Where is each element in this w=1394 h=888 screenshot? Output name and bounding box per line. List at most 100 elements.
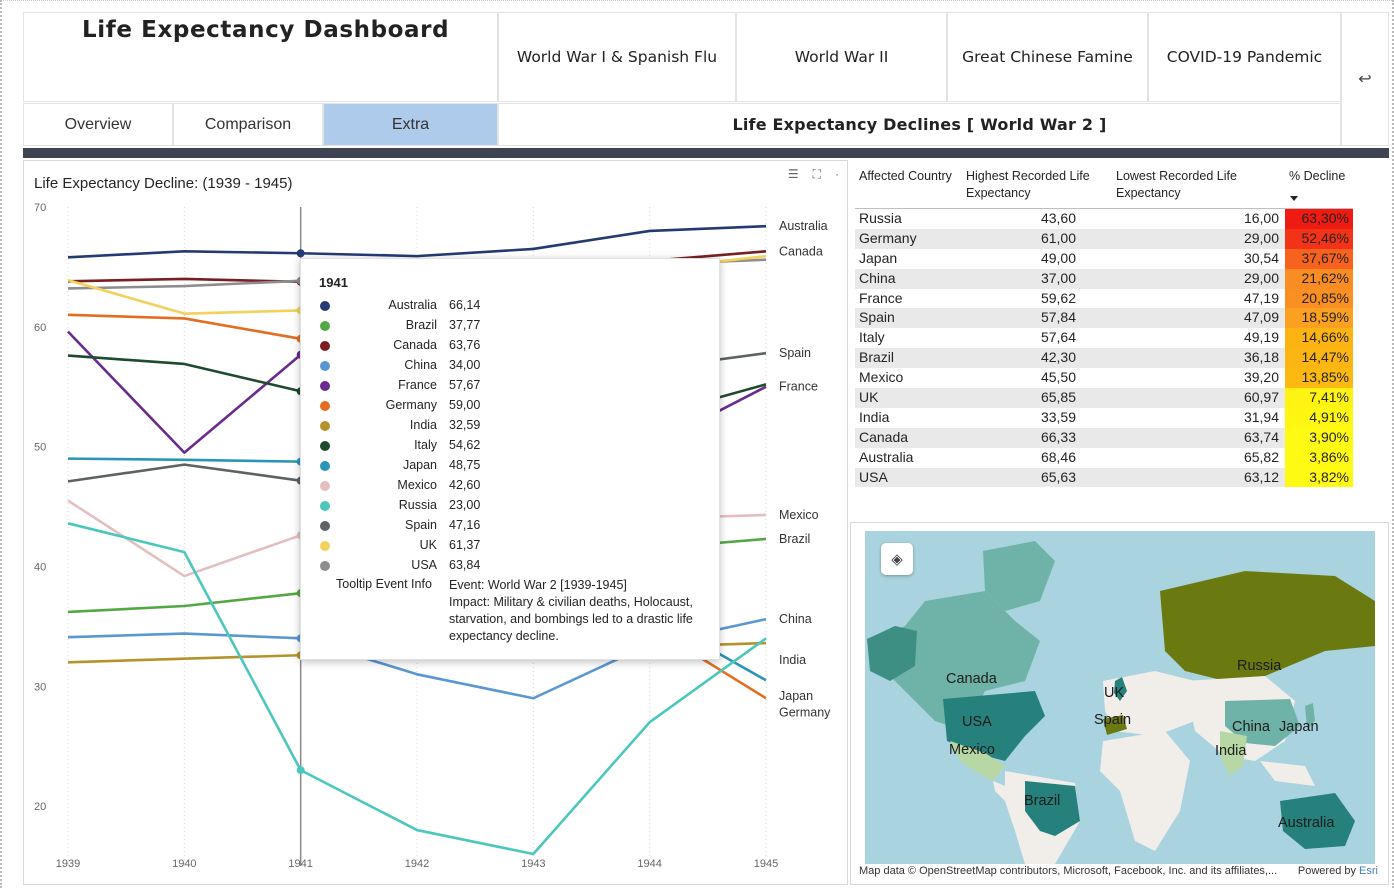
map-panel[interactable]: ◈ Canada USA Mexico Brazil UK Spain Russ…: [850, 522, 1389, 885]
header-lowest[interactable]: Lowest Recorded Life Expectancy: [1116, 169, 1237, 200]
tooltip-info-label: Tooltip Event Info: [336, 577, 432, 591]
divider-bar: [23, 148, 1389, 158]
series-dot-icon: [320, 441, 330, 451]
series-line-russia[interactable]: [67, 522, 767, 856]
end-label-france: France: [779, 380, 818, 394]
tooltip-series-name: UK: [419, 538, 437, 552]
cell-country: Japan: [859, 249, 898, 266]
cell-decline: 63,30%: [1285, 209, 1353, 229]
event-button-famine[interactable]: Great Chinese Famine: [947, 12, 1148, 102]
table-body: Russia 43,60 16,00 63,30% Germany 61,00 29,00 5…: [855, 209, 1353, 488]
spain-shape: [1103, 715, 1127, 735]
mexico-shape: [950, 741, 1005, 781]
end-label-china: China: [779, 612, 812, 626]
tooltip-row: Brazil 37,77: [301, 317, 721, 337]
cell-country: Germany: [859, 229, 917, 246]
table-row[interactable]: Spain 57,84 47,09 18,59%: [855, 308, 1353, 329]
series-line-australia[interactable]: [67, 224, 767, 259]
tooltip-series-name: Brazil: [405, 318, 437, 332]
tooltip-series-value: 63,76: [449, 338, 481, 352]
event-button-wwi[interactable]: World War I & Spanish Flu: [498, 12, 736, 102]
powered-by-prefix: Powered by: [1297, 865, 1360, 877]
tooltip-row: Russia 23,00: [301, 497, 721, 517]
chart-title: Life Expectancy Decline: (1939 - 1945): [34, 175, 293, 192]
series-dot-icon: [320, 421, 330, 431]
cell-decline: 3,90%: [1285, 427, 1353, 448]
tab-extra[interactable]: Extra: [323, 103, 498, 146]
tooltip-row: USA 63,84: [301, 557, 721, 577]
header-decline[interactable]: % Decline: [1289, 169, 1346, 183]
cell-highest: 33,59: [1040, 408, 1076, 425]
table-row[interactable]: Brazil 42,30 36,18 14,47%: [855, 348, 1353, 369]
filter-icon[interactable]: ☰: [787, 167, 799, 181]
tooltip-series-name: USA: [411, 558, 437, 572]
tooltip-series-name: China: [404, 358, 437, 372]
map-label-usa: USA: [962, 714, 992, 730]
cell-decline: 21,62%: [1285, 268, 1353, 289]
header-affected-country[interactable]: Affected Country: [859, 169, 952, 183]
event-button-covid[interactable]: COVID-19 Pandemic: [1148, 12, 1341, 102]
esri-link[interactable]: Esri: [1359, 865, 1378, 877]
map-label-brazil: Brazil: [1024, 793, 1061, 809]
table-row[interactable]: Italy 57,64 49,19 14,66%: [855, 328, 1353, 349]
hover-point-russia: [296, 766, 305, 775]
cell-decline: 37,67%: [1285, 248, 1353, 269]
tab-comparison[interactable]: Comparison: [173, 103, 323, 146]
table-row[interactable]: UK 65,85 60,97 7,41%: [855, 388, 1353, 408]
decline-table: Affected Country Highest Recorded Life E…: [850, 160, 1389, 520]
map-label-china: China: [1232, 719, 1270, 735]
series-dot-icon: [320, 521, 330, 531]
focus-mode-icon[interactable]: ⛶: [812, 167, 821, 181]
tab-overview[interactable]: Overview: [23, 103, 173, 146]
table-row[interactable]: Australia 68,46 65,82 3,86%: [855, 447, 1353, 468]
event-button-wwii[interactable]: World War II: [736, 12, 947, 102]
layers-icon: ◈: [891, 551, 903, 568]
table-row[interactable]: India 33,59 31,94 4,91%: [855, 407, 1353, 428]
cell-country: Russia: [859, 210, 902, 226]
cell-lowest: 65,82: [1243, 448, 1279, 465]
world-map-shapes: [867, 541, 1375, 864]
series-dot-icon: [320, 541, 330, 551]
cell-decline: 13,85%: [1285, 368, 1353, 389]
table-row[interactable]: Japan 49,00 30,54 37,67%: [855, 248, 1353, 269]
cell-highest: 65,63: [1040, 468, 1076, 485]
sort-desc-icon[interactable]: [1290, 196, 1298, 201]
header-highest[interactable]: Highest Recorded Life Expectancy: [966, 169, 1090, 200]
tooltip-series-name: Germany: [385, 398, 437, 412]
map-layers-button[interactable]: ◈: [881, 543, 913, 575]
table-row[interactable]: China 37,00 29,00 21,62%: [855, 268, 1353, 289]
series-dot-icon: [320, 361, 330, 371]
back-arrow-icon: ↩: [1358, 71, 1372, 88]
table-row[interactable]: Canada 66,33 63,74 3,90%: [855, 427, 1353, 448]
cell-decline: 14,66%: [1285, 328, 1353, 349]
y-tick-label: 50: [34, 442, 46, 454]
map-label-australia: Australia: [1278, 815, 1335, 831]
canvas-left-edge: [0, 0, 2, 888]
y-tick-label: 60: [34, 322, 46, 334]
cell-lowest: 63,12: [1243, 468, 1279, 485]
map-label-canada: Canada: [946, 671, 997, 687]
cell-country: Australia: [859, 448, 914, 465]
y-tick-label: 40: [34, 561, 46, 573]
table-row[interactable]: USA 65,63 63,12 3,82%: [855, 467, 1353, 488]
cell-lowest: 47,19: [1243, 289, 1279, 306]
cell-lowest: 49,19: [1243, 329, 1279, 346]
x-tick-label: 1943: [521, 858, 545, 870]
more-options-icon[interactable]: ·: [835, 167, 839, 181]
table-row[interactable]: Russia 43,60 16,00 63,30%: [855, 209, 1353, 229]
world-map[interactable]: ◈ Canada USA Mexico Brazil UK Spain Russ…: [865, 531, 1375, 864]
tooltip-series-value: 23,00: [449, 498, 481, 512]
tooltip-series-value: 47,16: [449, 518, 481, 532]
x-tick-label: 1945: [754, 858, 778, 870]
tooltip-series-name: France: [398, 378, 437, 392]
australia-shape: [1280, 793, 1355, 849]
table-row[interactable]: France 59,62 47,19 20,85%: [855, 288, 1353, 309]
back-button[interactable]: ↩: [1341, 12, 1389, 146]
map-label-uk: UK: [1104, 685, 1125, 701]
tooltip-info-text: Event: World War 2 [1939-1945] Impact: Mi…: [449, 577, 711, 645]
series-dot-icon: [320, 381, 330, 391]
table-row[interactable]: Germany 61,00 29,00 52,46%: [855, 228, 1353, 249]
series-dot-icon: [320, 561, 330, 571]
table-row[interactable]: Mexico 45,50 39,20 13,85%: [855, 368, 1353, 389]
